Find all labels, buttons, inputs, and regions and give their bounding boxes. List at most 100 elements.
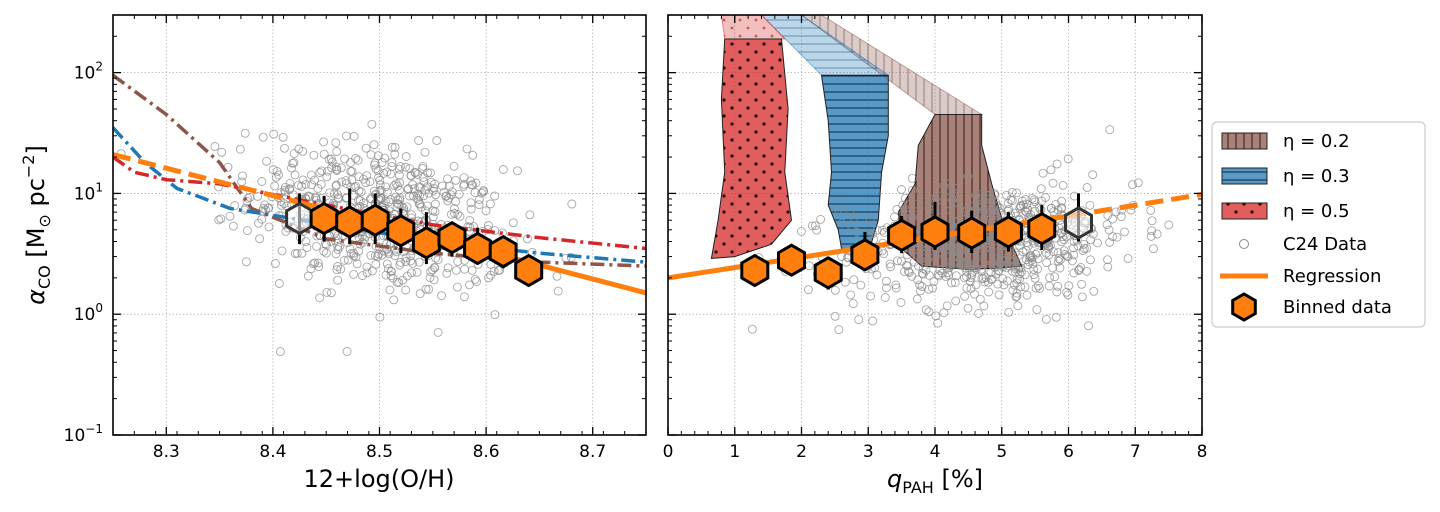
data-point <box>918 264 928 273</box>
data-point <box>373 166 383 176</box>
data-point <box>929 277 939 287</box>
data-point <box>1012 291 1022 301</box>
binned-points <box>740 193 1093 290</box>
data-point <box>1014 250 1024 260</box>
data-point <box>333 262 343 271</box>
data-point <box>274 279 284 288</box>
data-point <box>387 158 397 168</box>
data-point <box>355 196 365 206</box>
y-tick-label: 10−1 <box>64 422 103 446</box>
data-point <box>346 158 355 168</box>
data-point <box>984 191 994 200</box>
data-point <box>405 164 415 174</box>
data-point <box>428 265 438 275</box>
data-point <box>945 257 955 267</box>
data-point <box>309 175 319 185</box>
legend-label: Regression <box>1283 266 1381 287</box>
data-point <box>796 226 806 236</box>
data-point <box>352 259 362 269</box>
data-point <box>429 275 439 285</box>
data-point <box>1033 254 1043 264</box>
regression-segment <box>113 152 306 207</box>
data-point <box>1133 178 1143 188</box>
data-point <box>1111 207 1121 217</box>
data-point <box>1002 190 1011 200</box>
data-point <box>313 258 323 268</box>
data-point <box>977 266 987 276</box>
data-point <box>483 221 493 230</box>
data-point <box>418 161 428 171</box>
data-point <box>944 259 954 269</box>
data-point <box>1041 314 1051 324</box>
data-point <box>1031 283 1041 293</box>
data-point <box>240 128 250 138</box>
data-point <box>270 259 280 268</box>
data-point <box>278 132 288 142</box>
data-point <box>443 263 453 273</box>
data-point <box>816 214 826 224</box>
data-point <box>891 280 901 290</box>
data-point <box>1128 180 1137 190</box>
data-point <box>938 268 947 278</box>
data-point <box>362 262 372 272</box>
data-point <box>1063 154 1073 164</box>
data-point <box>377 158 387 167</box>
data-point <box>1012 188 1021 198</box>
data-point <box>353 155 363 165</box>
data-point <box>230 201 240 211</box>
data-point <box>849 275 859 285</box>
data-point <box>924 307 934 317</box>
data-point <box>490 310 500 320</box>
data-point <box>302 243 312 252</box>
data-point <box>975 190 985 200</box>
data-point <box>1046 165 1056 175</box>
data-point <box>949 251 959 261</box>
data-point <box>409 191 418 201</box>
legend-swatch <box>1221 132 1268 150</box>
data-point <box>307 180 317 190</box>
data-point <box>264 222 274 232</box>
data-point <box>268 165 278 175</box>
data-point <box>1058 232 1068 242</box>
data-point <box>959 260 969 270</box>
data-point <box>946 205 956 215</box>
model-band-upper <box>720 15 786 40</box>
data-point <box>306 170 316 180</box>
data-point <box>429 183 439 193</box>
data-point <box>366 250 376 260</box>
data-point <box>284 185 294 194</box>
data-point <box>914 261 923 271</box>
binned-point <box>777 243 806 277</box>
x-axis-label: 12+log(O/H) <box>304 465 455 493</box>
data-point <box>969 201 979 211</box>
data-point <box>949 244 959 254</box>
data-point <box>333 275 343 285</box>
legend-marker <box>1239 239 1249 249</box>
data-point <box>349 269 359 279</box>
data-point <box>375 175 385 185</box>
data-point <box>313 184 323 193</box>
data-point <box>375 312 385 322</box>
data-point <box>999 280 1009 290</box>
data-point <box>917 282 927 291</box>
data-point <box>464 280 474 290</box>
data-point <box>437 291 446 301</box>
data-point <box>830 311 840 321</box>
data-point <box>340 154 350 164</box>
data-point <box>393 181 403 191</box>
data-point <box>1089 286 1099 296</box>
data-point <box>341 176 351 186</box>
data-point <box>1103 262 1113 272</box>
data-point <box>1149 244 1158 254</box>
data-point <box>308 259 318 269</box>
data-point <box>944 270 954 280</box>
data-point <box>304 192 314 202</box>
data-point <box>490 191 500 201</box>
data-point <box>332 147 342 156</box>
data-point <box>1027 193 1037 203</box>
data-point <box>1108 232 1118 242</box>
binned-points <box>285 188 544 288</box>
data-point <box>912 252 922 262</box>
data-point <box>280 143 289 153</box>
data-point <box>1123 254 1133 264</box>
